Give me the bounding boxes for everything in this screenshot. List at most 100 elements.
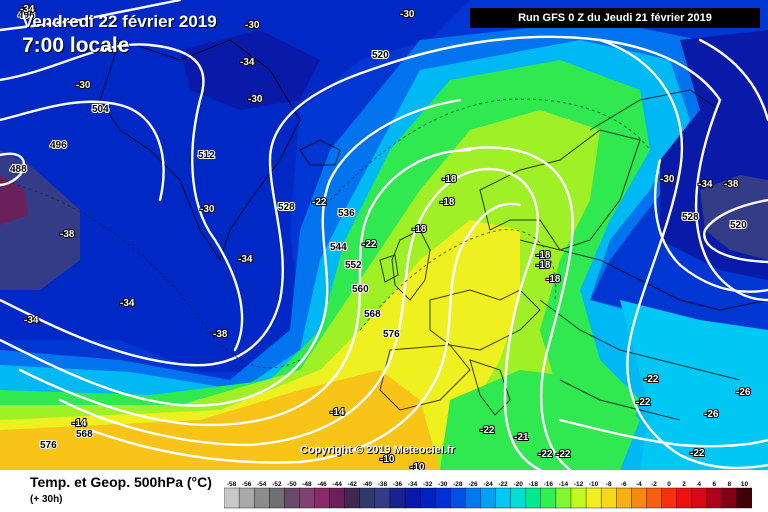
temperature-label: -10 bbox=[380, 454, 395, 465]
temperature-label: -34 bbox=[240, 57, 255, 68]
legend-label: 2 bbox=[682, 481, 686, 488]
legend-label: -4 bbox=[636, 481, 642, 488]
legend-swatch bbox=[631, 487, 648, 509]
geopotential-label: 576 bbox=[40, 440, 57, 451]
geopotential-contours bbox=[0, 0, 768, 470]
legend-label: 8 bbox=[728, 481, 732, 488]
temperature-label: -34 bbox=[698, 179, 713, 190]
legend-label: 0 bbox=[667, 481, 671, 488]
temperature-label: -34 bbox=[20, 4, 35, 15]
geopotential-label: 568 bbox=[76, 429, 93, 440]
temperature-label: -22 bbox=[480, 425, 495, 436]
geopotential-label: 488 bbox=[10, 164, 27, 175]
legend-swatch bbox=[299, 487, 316, 509]
legend-swatch bbox=[646, 487, 663, 509]
geopotential-label: 520 bbox=[730, 220, 747, 231]
temperature-isotherms bbox=[0, 98, 651, 369]
legend-swatch bbox=[224, 487, 240, 509]
legend-swatch bbox=[540, 487, 557, 509]
temperature-label: -38 bbox=[60, 229, 75, 240]
parameter-title: Temp. et Geop. 500hPa (°C) bbox=[30, 474, 212, 490]
temperature-label: -22 bbox=[362, 239, 377, 250]
temperature-label: -18 bbox=[412, 224, 427, 235]
legend-label: -14 bbox=[559, 481, 569, 488]
temperature-label: -30 bbox=[245, 20, 260, 31]
legend-label: -28 bbox=[453, 481, 463, 488]
temp-field-very-cold-west bbox=[0, 175, 28, 225]
forecast-time-title: 7:00 locale bbox=[22, 34, 130, 57]
legend-label: -18 bbox=[529, 481, 539, 488]
temperature-label: -14 bbox=[72, 418, 87, 429]
legend-label: -48 bbox=[302, 481, 312, 488]
geopotential-label: 512 bbox=[198, 150, 215, 161]
temperature-label: -10 bbox=[410, 462, 425, 470]
legend-label: -58 bbox=[227, 481, 237, 488]
temperature-label: -18 bbox=[536, 250, 551, 261]
temperature-label: -22 bbox=[312, 197, 327, 208]
temperature-label: -21 bbox=[514, 432, 529, 443]
legend-label: -34 bbox=[408, 481, 418, 488]
legend-label: 4 bbox=[697, 481, 701, 488]
legend-swatch bbox=[253, 487, 270, 509]
temperature-label: -26 bbox=[736, 387, 751, 398]
legend-swatch bbox=[676, 487, 693, 509]
temperature-label: -30 bbox=[660, 174, 675, 185]
temperature-label: -34 bbox=[120, 298, 135, 309]
legend-swatch bbox=[510, 487, 527, 509]
temperature-label: -18 bbox=[546, 274, 561, 285]
legend-swatch bbox=[616, 487, 633, 509]
legend-label: -42 bbox=[348, 481, 358, 488]
legend-swatch bbox=[450, 487, 467, 509]
legend-swatch bbox=[661, 487, 678, 509]
geopotential-label: 496 bbox=[18, 10, 35, 21]
legend-label: -26 bbox=[468, 481, 478, 488]
legend-swatch bbox=[585, 487, 602, 509]
legend-swatch bbox=[434, 487, 451, 509]
legend-swatch bbox=[465, 487, 482, 509]
temperature-label: -34 bbox=[24, 315, 39, 326]
temperature-label: -18 bbox=[440, 197, 455, 208]
legend-swatch bbox=[419, 487, 436, 509]
legend-label: -44 bbox=[332, 481, 342, 488]
forecast-date-title: Vendredi 22 février 2019 bbox=[22, 12, 217, 31]
temperature-geopotential-map: 4965044964885125205285365445525605685765… bbox=[0, 0, 768, 470]
legend-swatch bbox=[344, 487, 361, 509]
temperature-label: -14 bbox=[330, 407, 345, 418]
legend-swatch bbox=[269, 487, 286, 509]
temp-field-cyan-east bbox=[620, 300, 768, 470]
temperature-label: -22 bbox=[556, 449, 571, 460]
legend-swatch bbox=[374, 487, 391, 509]
temperature-label: -38 bbox=[213, 329, 228, 340]
legend-swatch bbox=[314, 487, 331, 509]
legend-swatch bbox=[600, 487, 617, 509]
legend-swatch bbox=[525, 487, 542, 509]
legend-label: -24 bbox=[483, 481, 493, 488]
legend-swatch bbox=[359, 487, 376, 509]
legend-label: -22 bbox=[498, 481, 508, 488]
legend-label: -46 bbox=[317, 481, 327, 488]
temperature-label: -18 bbox=[442, 174, 457, 185]
legend-swatch bbox=[555, 487, 572, 509]
legend-label: -40 bbox=[363, 481, 373, 488]
legend-swatch bbox=[329, 487, 346, 509]
geopotential-label: 496 bbox=[50, 140, 67, 151]
geopotential-label: 568 bbox=[364, 309, 381, 320]
temperature-label: -30 bbox=[200, 204, 215, 215]
coastlines bbox=[99, 39, 768, 421]
legend-label: -38 bbox=[378, 481, 388, 488]
legend-swatch bbox=[404, 487, 421, 509]
temperature-label: -30 bbox=[248, 94, 263, 105]
geopotential-labels: 4965044964885125205285365445525605685765… bbox=[9, 9, 748, 452]
temperature-label: -30 bbox=[400, 9, 415, 20]
legend-label: -2 bbox=[651, 481, 657, 488]
geopotential-label: 576 bbox=[383, 329, 400, 340]
legend-swatch bbox=[691, 487, 708, 509]
legend-label: -32 bbox=[423, 481, 433, 488]
legend-swatch bbox=[706, 487, 723, 509]
temperature-label: -26 bbox=[704, 409, 719, 420]
temperature-label: -22 bbox=[644, 374, 659, 385]
legend-swatch bbox=[389, 487, 406, 509]
geopotential-label: 520 bbox=[372, 50, 389, 61]
legend-label: 10 bbox=[741, 481, 749, 488]
geopotential-label: 504 bbox=[92, 104, 109, 115]
